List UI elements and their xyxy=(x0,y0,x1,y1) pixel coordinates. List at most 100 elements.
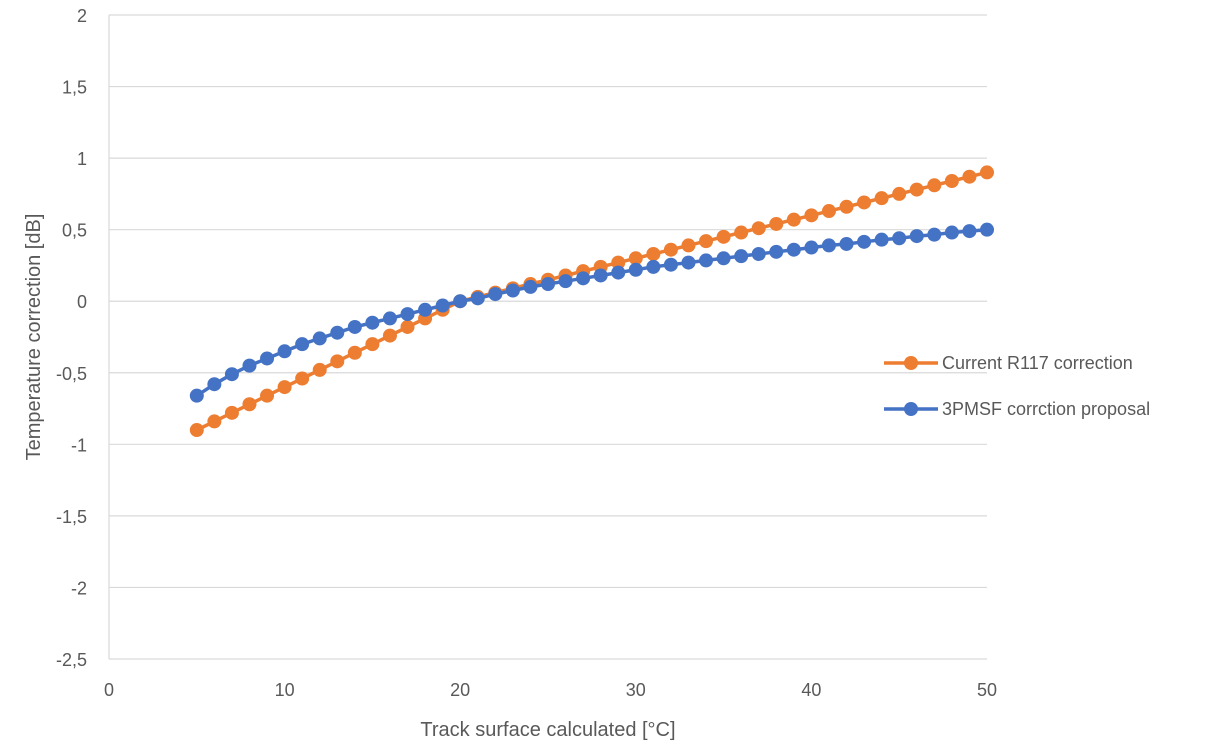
data-point xyxy=(400,319,415,334)
data-point xyxy=(839,236,854,251)
data-point xyxy=(347,319,362,334)
data-point xyxy=(224,405,239,420)
legend-item: Current R117 correction xyxy=(884,353,1133,373)
x-tick-label: 40 xyxy=(801,680,821,700)
x-tick-label: 30 xyxy=(626,680,646,700)
data-point xyxy=(312,362,327,377)
gridlines xyxy=(109,14,987,660)
data-point xyxy=(207,414,222,429)
data-point xyxy=(927,178,942,193)
y-tick-label: 1 xyxy=(77,149,87,169)
data-point xyxy=(909,182,924,197)
data-point xyxy=(382,311,397,326)
y-tick-label: 0 xyxy=(77,292,87,312)
series-layer xyxy=(189,165,994,438)
data-point xyxy=(541,277,555,292)
data-point xyxy=(330,354,345,369)
data-point xyxy=(523,279,538,294)
data-point xyxy=(699,234,714,249)
series-line xyxy=(195,227,988,398)
data-point xyxy=(207,377,222,392)
data-point xyxy=(769,216,784,231)
data-point xyxy=(681,255,696,270)
legend-marker xyxy=(904,402,918,416)
data-point xyxy=(453,294,468,309)
data-point xyxy=(295,371,310,386)
data-point xyxy=(260,351,275,366)
legend-label: Current R117 correction xyxy=(942,353,1133,373)
data-point xyxy=(611,255,626,270)
data-point xyxy=(646,259,661,274)
x-tick-label: 0 xyxy=(104,680,114,700)
data-point xyxy=(962,169,977,184)
data-point xyxy=(470,291,485,306)
legend: Current R117 correction 3PMSF corrction p… xyxy=(884,353,1150,419)
data-point xyxy=(751,246,766,261)
legend-item: 3PMSF corrction proposal xyxy=(884,399,1150,419)
data-point xyxy=(892,186,907,201)
data-point xyxy=(628,262,643,277)
y-tick-label: 1,5 xyxy=(62,78,87,98)
data-point xyxy=(365,337,380,352)
data-point xyxy=(751,221,766,236)
data-point xyxy=(821,238,836,253)
data-point xyxy=(857,195,872,210)
data-point xyxy=(505,283,520,298)
data-point xyxy=(593,268,608,283)
data-point xyxy=(242,397,257,412)
data-point xyxy=(874,191,889,206)
data-point xyxy=(277,344,292,359)
data-point xyxy=(944,225,959,240)
x-tick-label: 20 xyxy=(450,680,470,700)
data-point xyxy=(224,367,239,382)
data-point xyxy=(804,208,819,223)
y-tick-label: 2 xyxy=(77,6,87,26)
y-tick-label: -2,5 xyxy=(56,650,87,670)
y-tick-label: -2 xyxy=(71,578,87,598)
series-line xyxy=(196,170,988,432)
data-point xyxy=(804,240,819,255)
data-point xyxy=(312,331,327,346)
data-point xyxy=(716,251,731,266)
y-tick-label: 0,5 xyxy=(62,221,87,241)
data-point xyxy=(944,174,959,189)
data-point xyxy=(909,229,924,244)
y-axis-title: Temperature correction [dB] xyxy=(23,214,45,461)
data-point xyxy=(839,199,854,214)
data-point xyxy=(295,337,310,352)
data-point xyxy=(347,345,362,360)
data-point xyxy=(189,423,204,438)
data-point xyxy=(857,234,872,249)
data-point xyxy=(821,204,836,219)
data-point xyxy=(699,253,714,268)
legend-marker xyxy=(904,356,918,370)
data-point xyxy=(980,165,994,180)
data-point xyxy=(576,271,591,286)
data-point xyxy=(927,227,942,242)
data-point xyxy=(962,224,977,239)
data-point xyxy=(980,222,994,237)
data-point xyxy=(734,249,749,264)
data-point xyxy=(646,246,661,261)
x-tick-label: 10 xyxy=(275,680,295,700)
y-tick-label: -1,5 xyxy=(56,507,87,527)
data-point xyxy=(663,242,678,257)
x-axis-title: Track surface calculated [°C] xyxy=(420,719,675,741)
x-tick-label: 50 xyxy=(977,680,997,700)
data-point xyxy=(330,325,345,340)
data-point xyxy=(611,265,626,280)
data-point xyxy=(418,302,433,317)
y-tick-label: -1 xyxy=(71,435,87,455)
data-point xyxy=(663,257,678,272)
data-point xyxy=(628,251,643,266)
data-point xyxy=(400,307,415,322)
series-3pmsf-proposal xyxy=(189,222,994,403)
data-point xyxy=(892,231,907,246)
data-point xyxy=(277,380,292,395)
legend-label: 3PMSF corrction proposal xyxy=(942,399,1150,419)
data-point xyxy=(488,287,503,302)
data-point xyxy=(558,274,573,289)
data-point xyxy=(874,232,889,247)
